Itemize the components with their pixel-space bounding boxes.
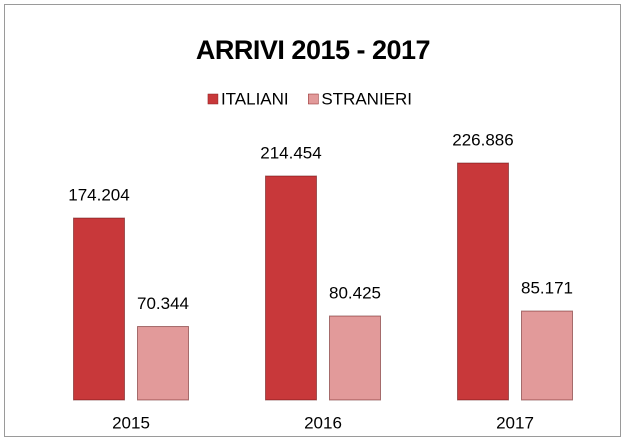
legend-label: ITALIANI [221, 89, 289, 108]
legend-swatch [207, 93, 219, 105]
legend-label: STRANIERI [321, 89, 412, 108]
bar [457, 162, 509, 401]
x-tick-label: 2015 [112, 413, 150, 432]
x-tick-label: 2017 [496, 413, 534, 432]
bar [329, 315, 381, 401]
bar [521, 310, 573, 401]
bar [137, 326, 189, 401]
data-label: 70.344 [137, 294, 189, 313]
chart-title: ARRIVI 2015 - 2017 [196, 35, 430, 65]
x-tick-label: 2016 [304, 413, 342, 432]
data-label: 80.425 [329, 283, 381, 302]
data-label: 226.886 [452, 130, 513, 149]
bar [265, 175, 317, 401]
data-label: 214.454 [260, 143, 321, 162]
data-label: 174.204 [68, 186, 129, 205]
bar [73, 217, 125, 401]
data-label: 85.171 [521, 279, 573, 298]
legend-swatch [308, 93, 319, 105]
